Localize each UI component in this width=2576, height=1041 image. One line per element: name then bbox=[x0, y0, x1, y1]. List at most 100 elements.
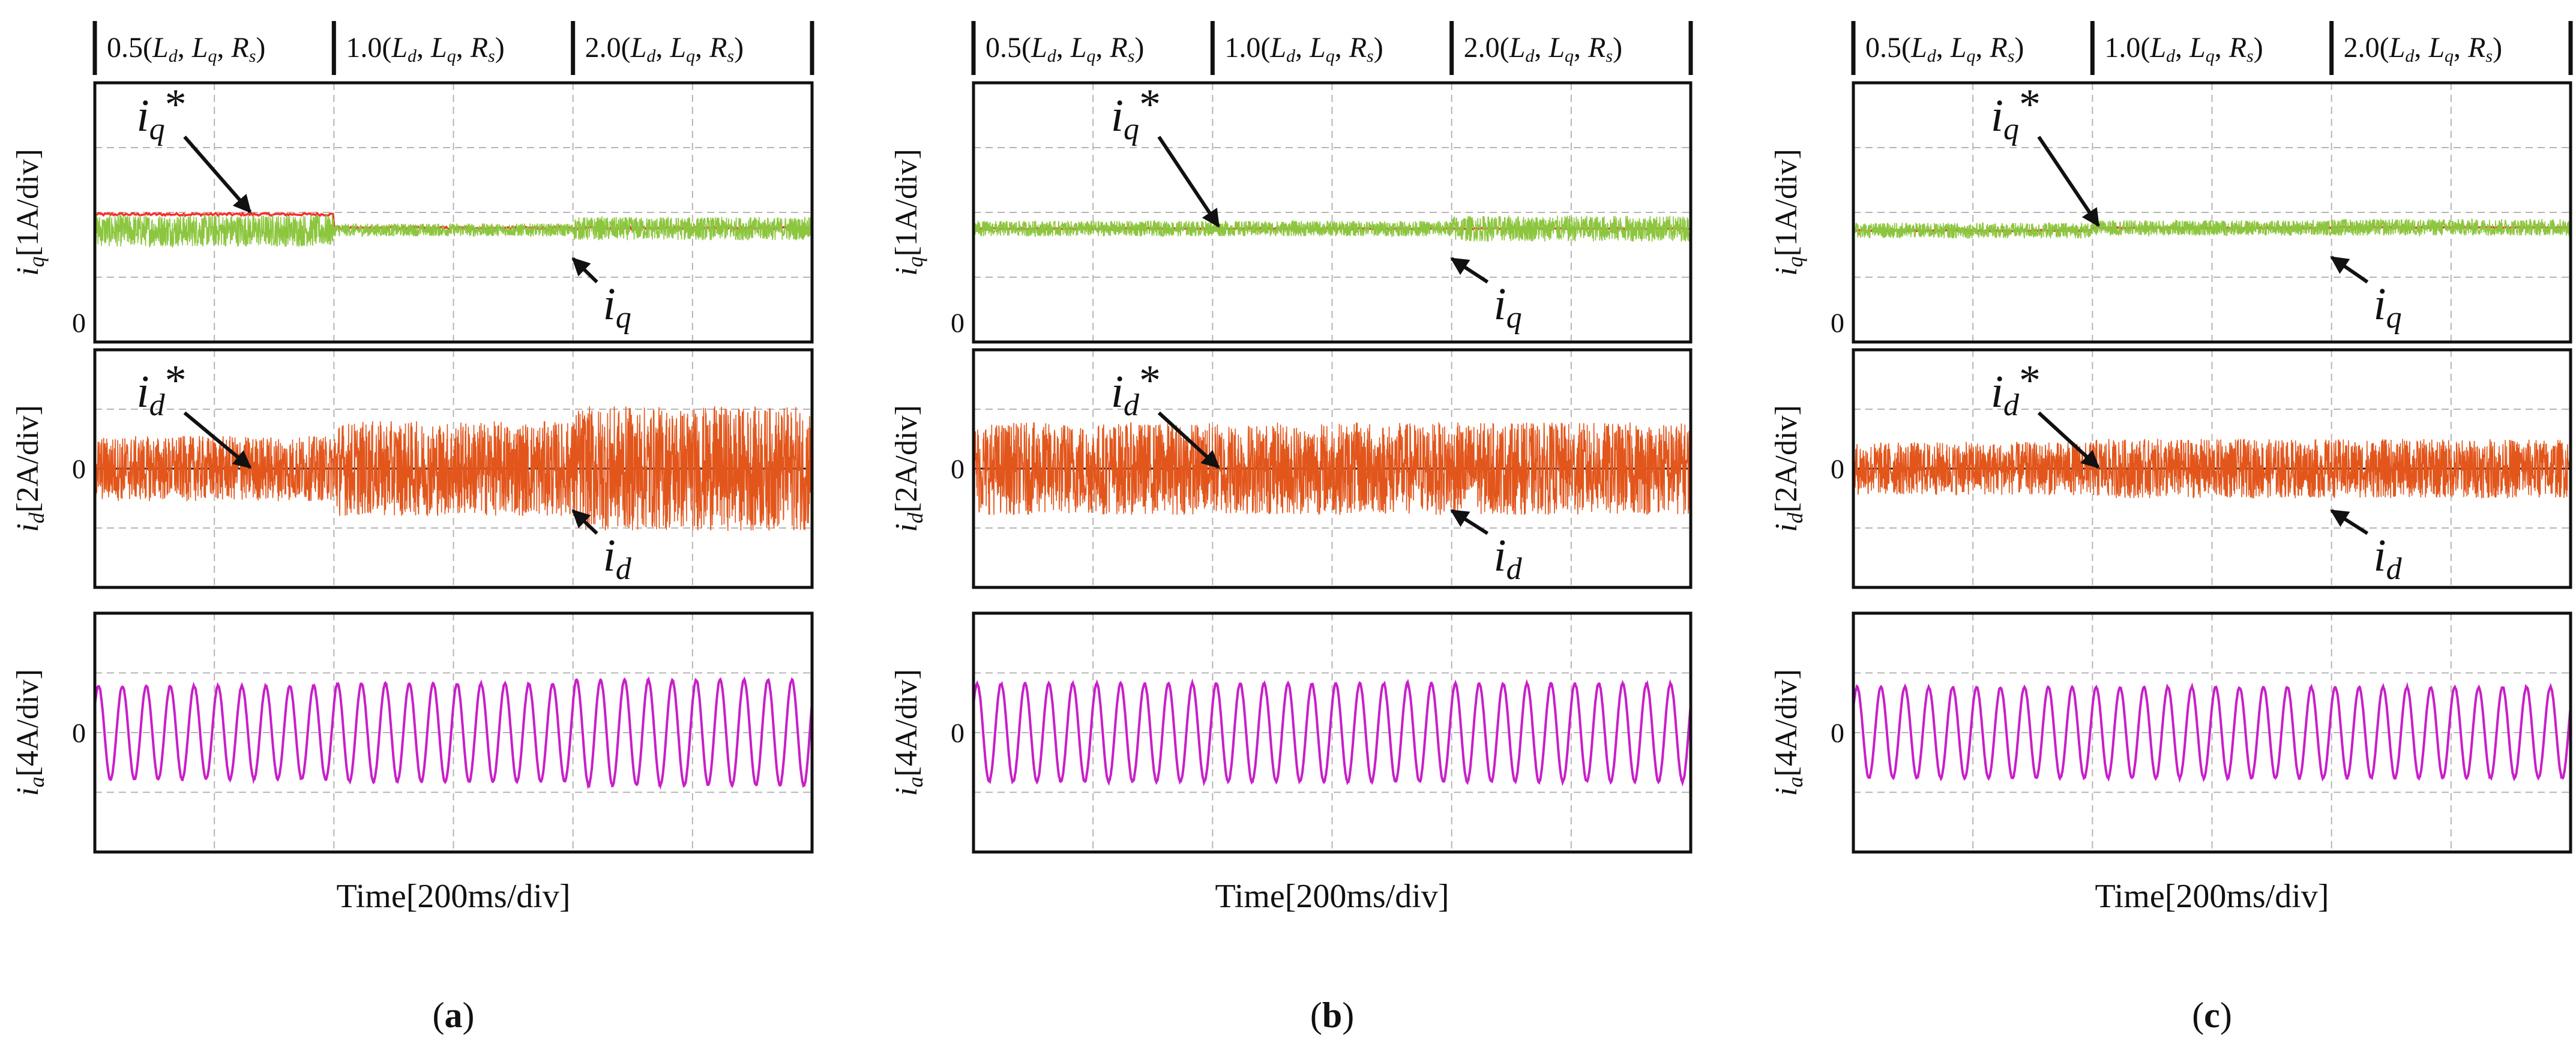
subplot-id: 0 id[2A/div] id* id bbox=[1769, 348, 2572, 589]
annotation-id-ref: id* bbox=[1111, 356, 1161, 422]
subplot-iq: 0 iq[1A/div] iq* iq bbox=[889, 80, 1693, 344]
plot-frame bbox=[972, 81, 1693, 344]
plot-frame bbox=[1852, 81, 2572, 344]
annotation-arrow bbox=[1157, 136, 1220, 228]
subplot-ia: 0 ia[4A/div] bbox=[11, 611, 814, 854]
grid bbox=[95, 83, 812, 342]
annotation-arrow bbox=[183, 411, 252, 469]
annotation-id-ref: id* bbox=[137, 356, 187, 422]
annotation-arrow bbox=[1450, 257, 1489, 284]
plot-frame bbox=[1852, 348, 2572, 589]
series-ia bbox=[1852, 682, 2572, 784]
annotation-id: id bbox=[1494, 530, 1523, 586]
grid bbox=[1853, 350, 2571, 587]
annotation-arrow bbox=[571, 509, 598, 535]
segment-label: 2.0(Ld, Lq, Rs) bbox=[1464, 32, 1622, 66]
annotation-arrow bbox=[2330, 509, 2369, 535]
y-axis-label: iq[1A/div] bbox=[1769, 149, 1807, 276]
plot-frame bbox=[93, 348, 814, 589]
caption: (c) bbox=[2192, 995, 2232, 1035]
subplot-ia: 0 ia[4A/div] bbox=[1769, 611, 2572, 854]
plot-frame bbox=[93, 81, 814, 344]
annotation-id: id bbox=[2374, 530, 2403, 586]
annotation-iq: iq bbox=[1494, 279, 1522, 335]
zero-label: 0 bbox=[72, 308, 86, 338]
grid bbox=[974, 613, 1691, 852]
annotation-iq-ref: iq* bbox=[1991, 80, 2041, 146]
zero-label: 0 bbox=[72, 454, 86, 484]
caption: (b) bbox=[1310, 995, 1354, 1035]
x-axis-label: Time[200ms/div] bbox=[337, 878, 571, 915]
panel-c: 0.5(Ld, Lq, Rs) 1.0(Ld, Lq, Rs) 2.0(Ld, Lq… bbox=[1769, 21, 2573, 1035]
subplot-id: 0 id[2A/div] id* id bbox=[889, 348, 1693, 589]
annotation-arrow bbox=[571, 257, 598, 284]
grid bbox=[95, 613, 812, 852]
y-axis-label: iq[1A/div] bbox=[889, 149, 927, 276]
subplot-id: 0 id[2A/div] id* id bbox=[11, 348, 814, 589]
zero-label: 0 bbox=[1831, 718, 1844, 748]
grid bbox=[974, 83, 1691, 342]
zero-label: 0 bbox=[72, 718, 86, 748]
segment-label: 1.0(Ld, Lq, Rs) bbox=[1224, 32, 1383, 66]
segment-label: 1.0(Ld, Lq, Rs) bbox=[2104, 32, 2263, 66]
annotation-iq: iq bbox=[2374, 279, 2402, 335]
segment-label: 0.5(Ld, Lq, Rs) bbox=[986, 32, 1144, 66]
zero-label: 0 bbox=[1831, 308, 1844, 338]
series-iq bbox=[1853, 218, 2571, 239]
y-axis-label: id[2A/div] bbox=[889, 405, 927, 532]
plot-frame bbox=[93, 611, 814, 854]
plot-frame bbox=[972, 348, 1693, 589]
annotation-arrow bbox=[2037, 411, 2100, 469]
segment-label: 0.5(Ld, Lq, Rs) bbox=[107, 32, 265, 66]
annotation-arrow bbox=[1157, 411, 1220, 469]
series-iq bbox=[94, 213, 813, 248]
caption: (a) bbox=[433, 995, 475, 1035]
annotation-iq-ref: iq* bbox=[137, 80, 187, 146]
y-axis-label: id[2A/div] bbox=[11, 405, 49, 532]
segment-label: 2.0(Ld, Lq, Rs) bbox=[2344, 32, 2502, 66]
y-axis-label: ia[4A/div] bbox=[11, 669, 49, 796]
grid bbox=[974, 350, 1691, 587]
subplot-ia: 0 ia[4A/div] bbox=[889, 611, 1693, 854]
y-axis-label: ia[4A/div] bbox=[889, 669, 927, 796]
annotation-arrow bbox=[2330, 256, 2369, 284]
zero-label: 0 bbox=[951, 718, 964, 748]
segment-label: 0.5(Ld, Lq, Rs) bbox=[1865, 32, 2024, 66]
segment-label: 2.0(Ld, Lq, Rs) bbox=[585, 32, 744, 66]
segment-header: 0.5(Ld, Lq, Rs) 1.0(Ld, Lq, Rs) 2.0(Ld, Lq… bbox=[92, 21, 814, 75]
annotation-arrow bbox=[183, 136, 252, 214]
y-axis-label: id[2A/div] bbox=[1769, 405, 1807, 532]
grid bbox=[1853, 83, 2571, 342]
segment-label: 1.0(Ld, Lq, Rs) bbox=[346, 32, 504, 66]
annotation-arrow bbox=[1450, 509, 1489, 535]
annotation-iq: iq bbox=[603, 279, 631, 335]
grid bbox=[1853, 613, 2571, 852]
series-id bbox=[1853, 438, 2571, 499]
series-iq bbox=[973, 215, 1691, 243]
annotation-iq-ref: iq* bbox=[1111, 80, 1161, 146]
y-axis-label: ia[4A/div] bbox=[1769, 669, 1807, 796]
series-id bbox=[94, 406, 813, 531]
grid bbox=[95, 350, 812, 587]
zero-label: 0 bbox=[951, 308, 964, 338]
plot-frame bbox=[972, 611, 1693, 854]
zero-label: 0 bbox=[1831, 454, 1844, 484]
subplot-iq: 0 iq[1A/div] iq* iq bbox=[1769, 80, 2572, 344]
series-id bbox=[973, 422, 1691, 515]
plot-frame bbox=[1852, 611, 2572, 854]
annotation-id: id bbox=[603, 530, 632, 586]
annotation-id-ref: id* bbox=[1991, 356, 2041, 422]
y-axis-label: iq[1A/div] bbox=[11, 149, 49, 276]
series-ia bbox=[972, 678, 1692, 787]
panel-b: 0.5(Ld, Lq, Rs) 1.0(Ld, Lq, Rs) 2.0(Ld, Lq… bbox=[889, 21, 1693, 1035]
x-axis-label: Time[200ms/div] bbox=[1215, 878, 1449, 915]
segment-header: 0.5(Ld, Lq, Rs) 1.0(Ld, Lq, Rs) 2.0(Ld, Lq… bbox=[971, 21, 1693, 75]
annotation-arrow bbox=[2037, 136, 2100, 227]
segment-header: 0.5(Ld, Lq, Rs) 1.0(Ld, Lq, Rs) 2.0(Ld, Lq… bbox=[1851, 21, 2573, 75]
x-axis-label: Time[200ms/div] bbox=[2095, 878, 2329, 915]
zero-label: 0 bbox=[951, 454, 964, 484]
subplot-iq: 0 iq[1A/div] iq* iq bbox=[11, 80, 814, 344]
panel-a: 0.5(Ld, Lq, Rs) 1.0(Ld, Lq, Rs) 2.0(Ld, Lq… bbox=[11, 21, 814, 1035]
series-ia bbox=[94, 676, 813, 790]
